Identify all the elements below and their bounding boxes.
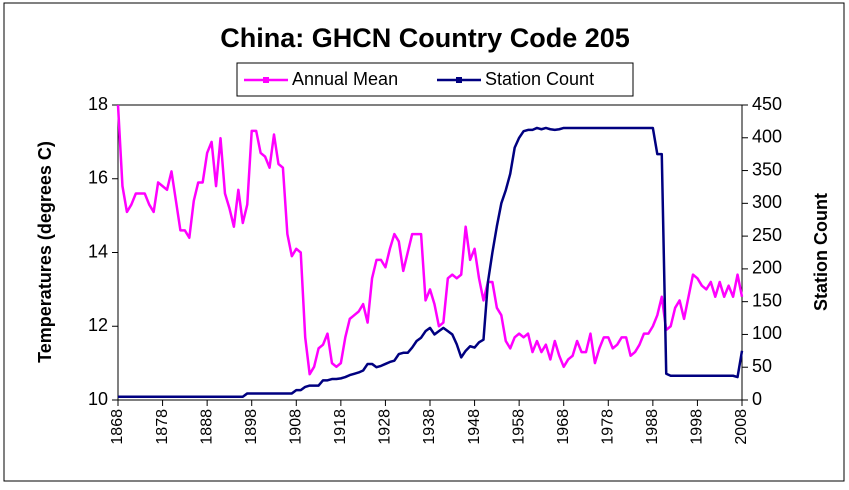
y-tick-label: 14	[88, 241, 108, 261]
y2-tick-label: 350	[752, 159, 782, 179]
legend-label: Station Count	[485, 69, 594, 89]
legend-marker	[456, 77, 462, 83]
x-tick-label: 1908	[288, 409, 305, 445]
x-tick-label: 1948	[466, 409, 483, 445]
x-tick-label: 1968	[555, 409, 572, 445]
x-tick-label: 1888	[198, 409, 215, 445]
y-tick-label: 10	[88, 389, 108, 409]
y2-tick-label: 250	[752, 225, 782, 245]
legend	[236, 62, 634, 97]
x-tick-label: 1918	[332, 409, 349, 445]
y-tick-label: 18	[88, 94, 108, 114]
series-line	[118, 126, 744, 398]
y2-tick-label: 50	[752, 356, 772, 376]
y-axis-title: Temperatures (degrees C)	[35, 141, 55, 363]
y2-tick-label: 400	[752, 127, 782, 147]
chart-title: China: GHCN Country Code 205	[220, 23, 630, 53]
x-tick-label: 1998	[689, 409, 706, 445]
y2-tick-label: 300	[752, 192, 782, 212]
y2-tick-label: 450	[752, 94, 782, 114]
legend-marker	[263, 77, 269, 83]
y2-tick-label: 150	[752, 290, 782, 310]
x-tick-label: 1898	[243, 409, 260, 445]
y-tick-label: 12	[88, 315, 108, 335]
x-tick-label: 1958	[510, 409, 527, 445]
x-tick-label: 1978	[600, 409, 617, 445]
x-tick-label: 2008	[733, 409, 750, 445]
y2-axis-title: Station Count	[811, 193, 831, 311]
series-line	[116, 104, 744, 376]
y2-tick-label: 0	[752, 389, 762, 409]
x-tick-label: 1938	[421, 409, 438, 445]
x-tick-label: 1878	[154, 409, 171, 445]
x-tick-label: 1988	[644, 409, 661, 445]
y2-tick-label: 200	[752, 258, 782, 278]
x-tick-label: 1928	[377, 409, 394, 445]
y-tick-label: 16	[88, 168, 108, 188]
y2-tick-label: 100	[752, 323, 782, 343]
legend-label: Annual Mean	[292, 69, 398, 89]
x-tick-label: 1868	[109, 409, 126, 445]
